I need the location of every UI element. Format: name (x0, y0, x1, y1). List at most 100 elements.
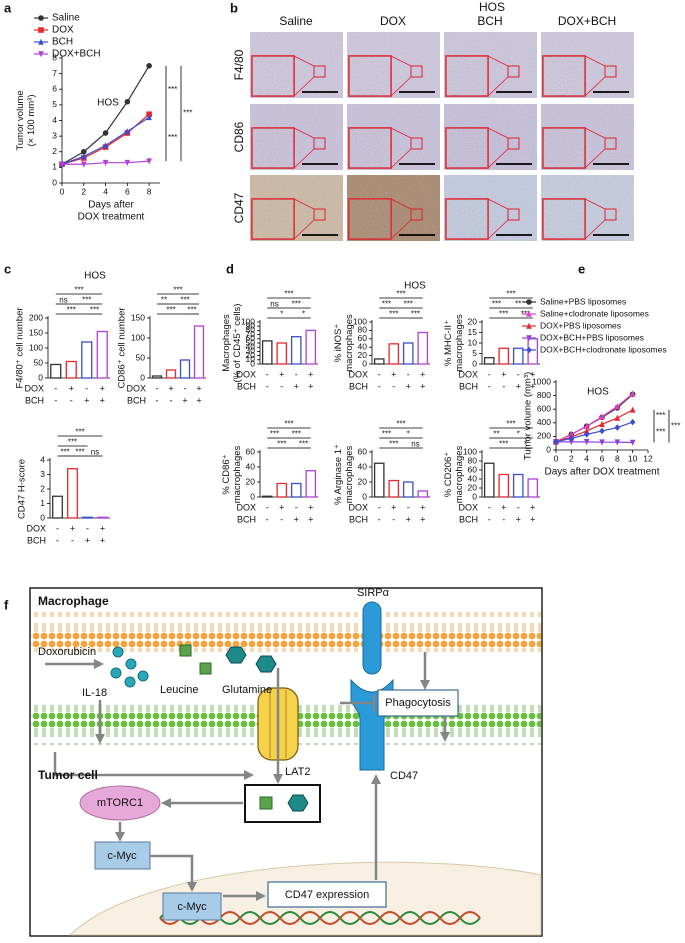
significance-label: *** (492, 300, 501, 309)
x-tick-label: 4 (103, 186, 108, 196)
y-tick-label: 20 (358, 476, 368, 486)
bar (261, 340, 273, 365)
factor-sign: + (530, 514, 535, 524)
x-tick-label: 6 (600, 453, 605, 463)
chart-title: HOS (97, 98, 119, 109)
factor-sign: + (308, 502, 313, 512)
factor-sign: + (420, 514, 425, 524)
bar (179, 359, 191, 379)
significance-label: *** (270, 430, 279, 439)
significance-label: *** (168, 133, 177, 142)
factor-sign: - (56, 535, 59, 545)
factor-sign: + (182, 395, 187, 405)
data-point (146, 63, 152, 69)
series-line (555, 393, 634, 443)
cmyc-box (94, 841, 151, 870)
bar (305, 470, 317, 498)
data-point (583, 427, 590, 434)
data-point (124, 128, 131, 135)
data-point (80, 161, 87, 168)
inset-texture (252, 56, 294, 96)
legend-label: Saline+PBS liposomes (540, 296, 626, 306)
x-axis-label: Days after DOX treatment (544, 467, 659, 478)
x-tick-label: 6 (125, 186, 130, 196)
y-tick-label: 0 (40, 512, 45, 522)
zoom-lines (390, 127, 412, 169)
factor-name: BCH (349, 381, 368, 391)
y-axis-label: macrophages (344, 445, 355, 503)
data-point (59, 161, 65, 168)
diagram-label: Leucine (160, 684, 199, 696)
factor-sign: + (100, 523, 105, 533)
y-tick-label: 50 (34, 357, 44, 367)
bar (276, 342, 288, 365)
significance-label: *** (284, 420, 293, 429)
dna-strand (159, 911, 481, 925)
factor-sign: - (392, 514, 395, 524)
factor-name: BCH (237, 381, 256, 391)
factor-sign: + (196, 395, 201, 405)
y-tick-label: 20 (468, 482, 478, 492)
bar (498, 473, 510, 498)
y-axis-label: (× 100 mm³) (26, 95, 37, 147)
macrophage-membrane (31, 612, 541, 652)
leucine-icon (259, 796, 273, 810)
factor-sign: - (502, 514, 505, 524)
factor-sign: + (100, 535, 105, 545)
y-tick-label: 1 (40, 498, 45, 508)
factor-sign: + (530, 381, 535, 391)
y-tick-label: 0 (52, 177, 57, 187)
y-tick-label: 80 (468, 455, 478, 465)
factor-sign: + (516, 381, 521, 391)
legend-label: DOX+PBS liposomes (540, 320, 621, 330)
factor-sign: - (170, 395, 173, 405)
significance-label: *** (506, 290, 515, 299)
significance-label: ** (493, 430, 499, 439)
significance-label: *** (656, 427, 665, 436)
bar (151, 375, 163, 379)
significance-label: * (524, 440, 527, 449)
zoom-box (313, 137, 326, 150)
bar (193, 325, 205, 379)
y-tick-label: 60 (358, 446, 368, 456)
legend-marker (38, 27, 44, 33)
y-tick-label: 40 (468, 473, 478, 483)
y-tick-label: 0 (250, 491, 255, 501)
significance-label: *** (382, 430, 391, 439)
data-point (146, 114, 152, 121)
factor-name: DOX (26, 523, 46, 533)
y-axis-label: F4/80⁺ cell number (15, 307, 26, 388)
data-point (599, 413, 605, 420)
series-line (556, 441, 633, 444)
data-point (614, 424, 621, 431)
significance-label: *** (74, 286, 83, 295)
factor-name: DOX (24, 383, 44, 393)
factor-sign: - (56, 523, 59, 533)
diagram-label: Macrophage (38, 594, 109, 608)
bar (388, 343, 400, 365)
y-tick-label: 2 (52, 146, 57, 156)
significance-label: *** (404, 300, 413, 309)
y-tick-label: 0 (362, 358, 367, 368)
significance-label: *** (277, 440, 286, 449)
significance-label: *** (292, 300, 301, 309)
data-point (553, 438, 559, 446)
y-axis-label: % CD206⁺ (443, 452, 454, 498)
x-tick-label: 8 (615, 453, 620, 463)
bar (498, 347, 510, 365)
factor-sign: + (100, 395, 105, 405)
inset-texture (349, 128, 391, 168)
factor-sign: - (295, 369, 298, 379)
zoom-lines (487, 55, 509, 97)
legend-marker (526, 335, 532, 342)
factor-sign: - (502, 381, 505, 391)
diagram-label: Glutamine (222, 684, 272, 696)
y-tick-label: 40 (246, 341, 256, 351)
bar (290, 482, 302, 498)
y-tick-label: 100 (463, 446, 477, 456)
bar (67, 468, 78, 519)
factor-sign: - (280, 381, 283, 391)
y-tick-label: 60 (246, 446, 256, 456)
cmyc-box (162, 892, 222, 921)
x-tick-label: 2 (569, 453, 574, 463)
